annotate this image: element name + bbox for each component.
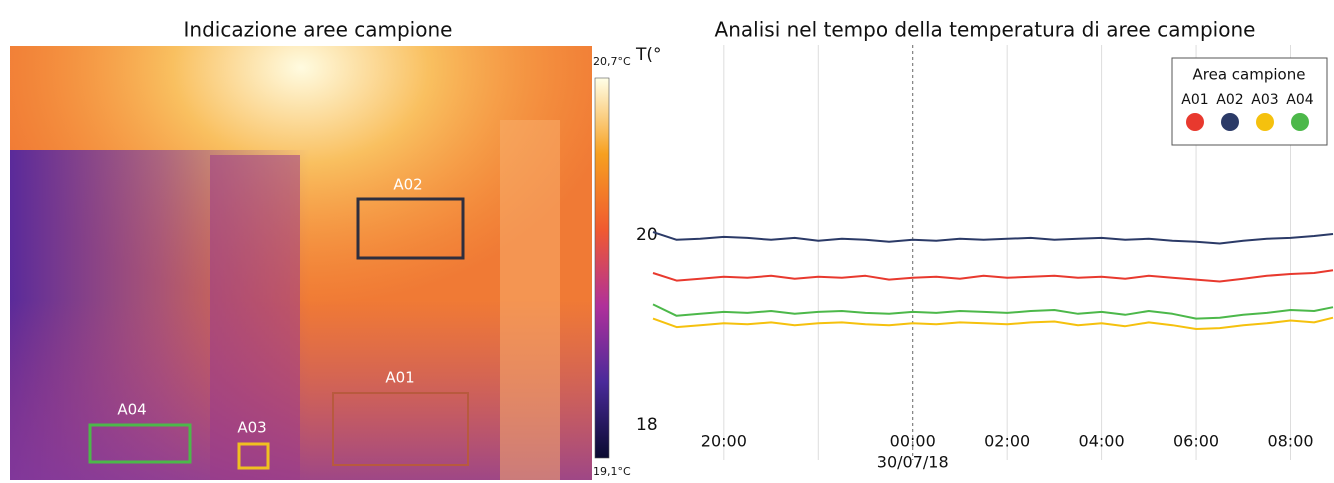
legend: Area campione A01 A02 A03 A04 [1171, 57, 1328, 146]
thermal-panel: Indicazione aree campione A01 A02 A03 A0… [10, 18, 631, 480]
legend-label: A01 [1181, 92, 1208, 108]
y-tick-label: 18 [636, 415, 658, 435]
legend-swatch [1291, 113, 1309, 131]
chart: Analisi nel tempo della temperatura di a… [635, 18, 1334, 472]
area-box [88, 423, 192, 464]
x-tick-label: 08:00 [1267, 432, 1313, 451]
chart-title: Analisi nel tempo della temperatura di a… [715, 18, 1256, 42]
x-tick-sublabel: 30/07/18 [877, 453, 949, 472]
image-title: Indicazione aree campione [184, 18, 453, 42]
area-box [332, 392, 469, 466]
legend-title: Area campione [1193, 66, 1306, 84]
series-line [652, 231, 1334, 245]
colorbar-max: 20,7°C [593, 55, 631, 68]
pillar [210, 155, 300, 480]
area-label: A01 [385, 369, 414, 387]
frame [500, 120, 560, 480]
x-tick-label: 06:00 [1173, 432, 1219, 451]
series-line [652, 303, 1334, 320]
x-tick-label: 00:00 [890, 432, 936, 451]
area-label: A04 [117, 401, 146, 419]
series-line [652, 269, 1334, 283]
legend-label: A02 [1216, 92, 1243, 108]
thermal-floor [10, 300, 592, 480]
colorbar [594, 77, 610, 459]
colorbar-min: 19,1°C [593, 465, 631, 478]
area-box [237, 442, 270, 470]
area-box [356, 197, 465, 260]
legend-swatch [1221, 113, 1239, 131]
area-label: A03 [237, 419, 266, 437]
series-line [652, 316, 1334, 330]
x-tick-label: 04:00 [1079, 432, 1125, 451]
x-tick-label: 02:00 [984, 432, 1030, 451]
y-tick-label: 20 [636, 225, 658, 245]
legend-label: A03 [1251, 92, 1278, 108]
legend-swatch [1186, 113, 1204, 131]
legend-label: A04 [1286, 92, 1313, 108]
x-tick-label: 20:00 [701, 432, 747, 451]
legend-swatch [1256, 113, 1274, 131]
area-label: A02 [393, 176, 422, 194]
